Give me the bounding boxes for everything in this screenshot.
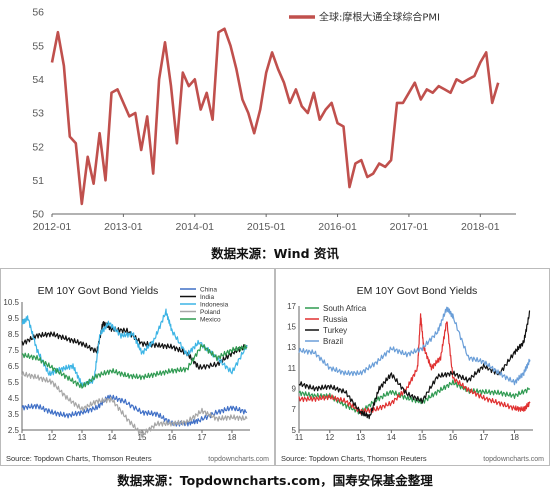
x-tick-label: 18 bbox=[510, 433, 519, 442]
y-tick-label: 17 bbox=[287, 302, 296, 311]
legend-label: Russia bbox=[323, 315, 348, 324]
x-tick-label: 17 bbox=[479, 433, 488, 442]
y-tick-label: 56 bbox=[32, 7, 44, 19]
y-tick-label: 51 bbox=[32, 175, 44, 187]
y-tick-label: 50 bbox=[32, 209, 44, 221]
y-tick-label: 6.5 bbox=[8, 362, 20, 371]
x-tick-label: 14 bbox=[108, 433, 117, 442]
x-tick-label: 13 bbox=[356, 433, 365, 442]
x-tick-label: 2014-01 bbox=[175, 221, 214, 233]
legend-label: Poland bbox=[200, 309, 221, 316]
series-line-russia bbox=[298, 313, 531, 415]
em-yields-chart-left: EM 10Y Govt Bond Yields 10.5 9.5 8.5 7.5 6.5 5… bbox=[0, 268, 275, 466]
source-note: Source: Topdown Charts, Thomson Reuters bbox=[281, 454, 427, 463]
x-tick-label: 17 bbox=[198, 433, 207, 442]
legend-label: 全球:摩根大通全球综合PMI bbox=[319, 11, 440, 24]
chart-frame bbox=[0, 268, 275, 466]
y-tick-label: 5 bbox=[292, 426, 297, 435]
chart-title: EM 10Y Govt Bond Yields bbox=[357, 285, 478, 297]
x-tick-label: 11 bbox=[18, 433, 27, 442]
y-tick-label: 55 bbox=[32, 40, 44, 52]
y-tick-label: 9 bbox=[292, 384, 297, 393]
x-tick-label: 2013-01 bbox=[104, 221, 143, 233]
x-tick-label: 2018-01 bbox=[461, 221, 500, 233]
y-tick-label: 15 bbox=[287, 322, 296, 331]
caption-bottom: 数据来源：Topdowncharts.com，国寿安保基金整理 bbox=[117, 473, 433, 488]
watermark: topdowncharts.com bbox=[483, 456, 544, 463]
legend-label: Turkey bbox=[323, 326, 347, 335]
source-note: Source: Topdown Charts, Thomson Reuters bbox=[6, 454, 152, 463]
x-tick-label: 2016-01 bbox=[318, 221, 357, 233]
y-tick-label: 7 bbox=[292, 405, 297, 414]
series-line-south-africa bbox=[298, 379, 531, 415]
x-tick-label: 18 bbox=[228, 433, 237, 442]
x-tick-label: 16 bbox=[448, 433, 457, 442]
y-tick-label: 10.5 bbox=[3, 298, 19, 307]
series-line-turkey bbox=[298, 310, 531, 420]
y-tick-label: 4.5 bbox=[8, 394, 20, 403]
y-tick-label: 3.5 bbox=[8, 410, 20, 419]
y-tick-label: 54 bbox=[32, 74, 44, 86]
y-tick-label: 8.5 bbox=[8, 330, 20, 339]
legend-label: Indonesia bbox=[200, 301, 229, 308]
x-tick-label: 13 bbox=[78, 433, 87, 442]
series-line-mexico bbox=[21, 343, 248, 389]
series-line-indonesia bbox=[21, 308, 248, 388]
legend-label: India bbox=[200, 294, 214, 301]
series-line-poland bbox=[21, 371, 248, 438]
caption-top: 数据来源：Wind 资讯 bbox=[211, 246, 339, 261]
chart-title: EM 10Y Govt Bond Yields bbox=[38, 285, 159, 297]
x-tick-label: 2012-01 bbox=[33, 221, 72, 233]
series-line-brazil bbox=[298, 306, 531, 386]
y-tick-label: 13 bbox=[287, 343, 296, 352]
legend-label: China bbox=[200, 286, 217, 293]
series-line-india bbox=[21, 320, 248, 370]
series-line--pmi bbox=[50, 27, 500, 206]
chart-frame bbox=[275, 268, 550, 466]
watermark: topdowncharts.com bbox=[208, 456, 269, 463]
x-tick-label: 2015-01 bbox=[247, 221, 286, 233]
y-tick-label: 5.5 bbox=[8, 378, 20, 387]
x-tick-label: 12 bbox=[48, 433, 57, 442]
y-tick-label: 11 bbox=[288, 364, 297, 373]
series-line-china bbox=[21, 394, 248, 427]
y-tick-label: 53 bbox=[32, 108, 44, 120]
legend-label: Mexico bbox=[200, 316, 221, 323]
x-tick-label: 11 bbox=[295, 433, 304, 442]
y-tick-label: 9.5 bbox=[8, 314, 20, 323]
y-tick-label: 52 bbox=[32, 141, 44, 153]
x-tick-label: 15 bbox=[418, 433, 427, 442]
legend-label: Brazil bbox=[323, 337, 343, 346]
x-tick-label: 14 bbox=[387, 433, 396, 442]
x-tick-label: 16 bbox=[168, 433, 177, 442]
legend-label: South Africa bbox=[323, 304, 367, 313]
x-tick-label: 2017-01 bbox=[390, 221, 429, 233]
y-tick-label: 2.5 bbox=[8, 426, 20, 435]
x-tick-label: 12 bbox=[325, 433, 334, 442]
y-tick-label: 7.5 bbox=[8, 346, 20, 355]
